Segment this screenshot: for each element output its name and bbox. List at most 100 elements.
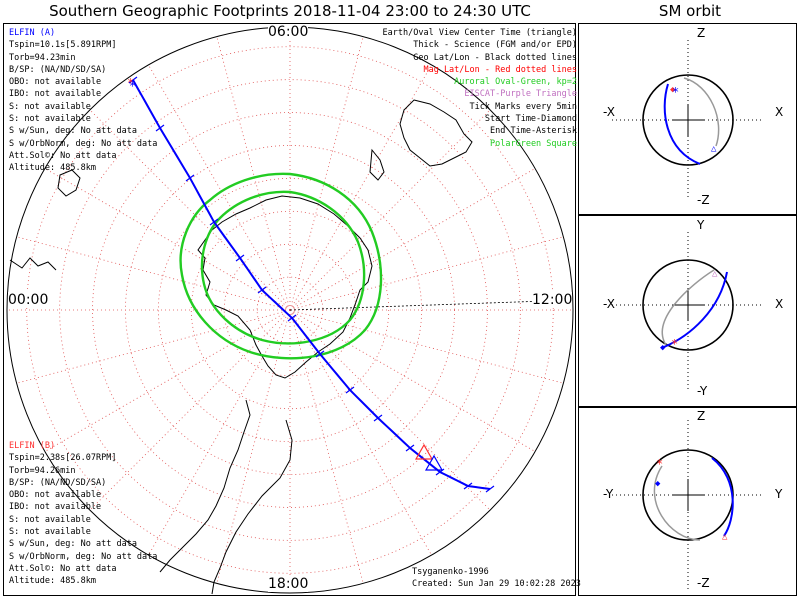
mag-longitude-line: [289, 309, 364, 584]
probe-a-info-line: S: not available: [9, 114, 91, 125]
auroral-oval: [179, 172, 383, 360]
probe-a-info: ELFIN (A) Tspin=10.1s[5.891RPM] Torb=94.2…: [9, 27, 157, 175]
antarctica-coastline: [9, 99, 473, 595]
clock-label-bottom: 18:00: [268, 576, 309, 592]
probe-b-info-line: IBO: not available: [9, 502, 102, 513]
model-credit: Tsyganenko-1996: [412, 567, 489, 577]
sm-panel-xy-frame: [578, 215, 797, 407]
track-tick-mark: [287, 314, 297, 322]
probe-b-info-line: Tspin=2.38s[26.07RPM]: [9, 453, 117, 464]
mag-latlon-grid: [6, 26, 574, 594]
mag-longitude-line: [148, 64, 291, 311]
track-tick-mark: [463, 482, 473, 490]
south-america-coast: [159, 399, 251, 573]
credits: Tsyganenko-1996 Created: Sun Jan 29 10:0…: [412, 566, 581, 591]
geo-meridian-line: [289, 299, 574, 311]
track-tick-mark: [257, 286, 267, 294]
track-tick-mark: [485, 485, 495, 493]
panel1-top-label: Z: [697, 26, 706, 40]
probe-b-info-line: B/SP: (NA/ND/SD/SA): [9, 477, 107, 488]
track-elfin-a: [132, 79, 491, 490]
mag-longitude-line: [289, 309, 564, 384]
auroral-oval-inner: [200, 190, 366, 345]
svg-text:*: *: [672, 85, 679, 99]
sm-panel-yz-frame: [578, 407, 797, 596]
legend-item: EISCAT-Purple Triangle: [464, 89, 577, 100]
clock-label-left: 00:00: [8, 292, 49, 308]
legend-item: End Time-Asterisk: [490, 126, 577, 137]
svg-text:◆: ◆: [655, 479, 661, 489]
map-legend: Earth/Oval View Center Time (triangle) Th…: [383, 27, 577, 150]
mag-longitude-line: [289, 309, 432, 556]
mag-latitude-circle: [59, 79, 521, 541]
legend-item: Auroral Oval-Green, kp=2: [454, 77, 577, 88]
legend-item: Mag Lat/Lon - Red dotted lines: [423, 64, 577, 75]
probe-b-info-line: Att.Sol©: No att data: [9, 563, 117, 574]
legend-item: Tick Marks every 5min: [469, 101, 577, 112]
panel3-right-label: Y: [775, 487, 783, 501]
mag-longitude-line: [289, 236, 564, 311]
mag-longitude-line: [44, 168, 291, 311]
svg-text:△: △: [711, 144, 717, 154]
probe-b-info-line: S: not available: [9, 527, 91, 538]
sm-panel-xy: △ ◆ *: [612, 232, 764, 390]
track-tick-mark: [315, 350, 325, 358]
australia-coast: [399, 99, 473, 167]
probe-b-info-line: Torb=94.26min: [9, 465, 76, 476]
mag-longitude-line: [289, 309, 536, 452]
panel1-left-label: -X: [603, 105, 615, 119]
mag-longitude-line: [16, 236, 291, 311]
probe-b-info-line: S w/Sun, deg: No att data: [9, 539, 137, 550]
created-credit: Created: Sun Jan 29 10:02:28 2023: [412, 579, 581, 590]
track-tick-mark: [345, 386, 355, 394]
probe-b-lines: Tspin=2.38s[26.07RPM] Torb=94.26min B/SP: …: [9, 452, 157, 587]
mag-latitude-circle: [92, 112, 488, 508]
legend-item: Start Time-Diamond: [484, 114, 577, 125]
probe-a-info-line: S w/Sun, deg: No att data: [9, 126, 137, 137]
antarctica-coast: [197, 195, 373, 379]
svg-text:△: △: [722, 532, 728, 542]
view-center-triangle-b: [414, 443, 434, 460]
mag-longitude-line: [289, 36, 364, 311]
probe-b-info-line: Altitude: 485.8km: [9, 576, 96, 587]
svg-text:*: *: [656, 457, 663, 471]
sm-panel-xz-frame: [578, 23, 797, 215]
probe-a-info-line: Tspin=10.1s[5.891RPM]: [9, 40, 117, 51]
probe-a-info-line: B/SP: (NA/ND/SD/SA): [9, 64, 107, 75]
mag-longitude-line: [216, 309, 291, 584]
sm-orbit-panels: ◆ * △ △ ◆ * * ◆ △: [612, 40, 764, 590]
clock-label-right: 12:00: [532, 292, 573, 308]
sm-panel-yz: * ◆ △: [612, 420, 764, 590]
mag-longitude-line: [44, 309, 291, 452]
south-america-coast-2: [211, 419, 293, 595]
end-asterisk-b: *: [127, 76, 134, 90]
track-tick-mark: [155, 124, 165, 132]
track-tick-mark: [209, 218, 219, 226]
panel1-right-label: X: [775, 105, 784, 119]
end-asterisk-a: *: [129, 79, 136, 93]
probe-a-info-line: S w/OrbNorm, deg: No att data: [9, 138, 158, 149]
probe-b-info-line: OBO: not available: [9, 490, 102, 501]
track-tick-mark: [128, 76, 138, 84]
new-zealand-coast: [369, 148, 385, 181]
map-title: Southern Geographic Footprints 2018-11-0…: [49, 2, 531, 20]
probe-a-info-line: OBO: not available: [9, 77, 102, 88]
legend-item: PolarGreen Square: [490, 138, 577, 149]
probe-a-info-line: IBO: not available: [9, 89, 102, 100]
panel2-bottom-label: -Y: [697, 384, 708, 398]
satellite-tracks: **: [127, 76, 495, 493]
legend-item: Earth/Oval View Center Time (triangle): [382, 28, 577, 38]
track-tick-mark: [235, 254, 245, 262]
panel3-bottom-label: -Z: [697, 576, 710, 590]
footprint-map-frame: [3, 23, 576, 596]
clock-label-top: 06:00: [268, 24, 309, 40]
mag-longitude-line: [148, 309, 291, 556]
panel3-left-label: -Y: [603, 487, 614, 501]
probe-b-info-line: S w/OrbNorm, deg: No att data: [9, 551, 158, 562]
track-tick-mark: [185, 174, 195, 182]
probe-b-name: ELFIN (B): [9, 441, 56, 451]
probe-a-info-line: Altitude: 485.8km: [9, 163, 96, 174]
probe-a-name: ELFIN (A): [9, 28, 56, 38]
mag-latitude-circle: [190, 210, 390, 410]
